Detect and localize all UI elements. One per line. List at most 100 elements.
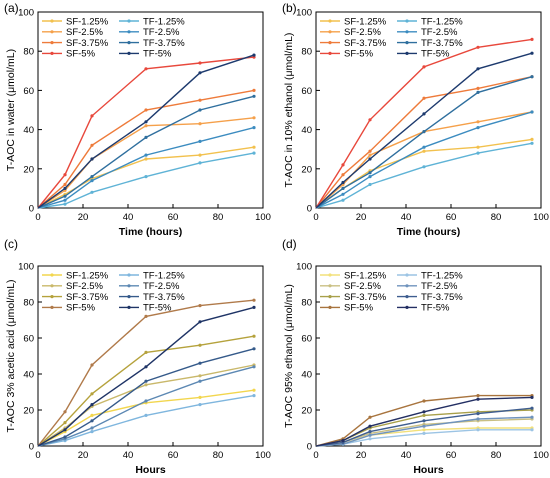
data-point [252,394,256,398]
data-point [144,67,148,71]
series-line [315,52,533,209]
series-line [315,111,533,209]
x-tick-label: 80 [491,212,502,223]
data-point [422,165,426,169]
data-point [422,130,426,134]
data-point [90,430,94,434]
data-point [368,118,372,122]
y-tick-label: 0 [29,442,34,453]
data-point [341,198,345,202]
legend-marker [50,51,54,56]
series-SF-2.5% [37,363,256,447]
data-point [90,114,94,118]
series-TF-2.5% [315,110,534,209]
data-point [422,96,426,100]
legend-label: SF-1.25% [66,270,109,281]
data-point [476,428,480,432]
data-point [368,430,372,434]
data-point [198,374,202,378]
legend-marker [127,295,131,299]
series-line [315,111,533,209]
data-point [476,86,480,90]
legend-marker [328,51,332,56]
series-line [37,348,255,447]
series-TF-5% [37,53,256,209]
legend-label: SF-2.5% [66,281,104,292]
legend-marker [405,51,409,56]
data-point [144,413,148,417]
legend-label: SF-5% [344,49,374,60]
y-tick-label: 100 [296,8,312,19]
data-point [368,433,372,437]
data-point [198,343,202,347]
data-point [63,173,67,177]
data-point [368,437,372,441]
data-point [476,145,480,149]
data-point [368,157,372,161]
data-point [198,379,202,383]
legend-label: SF-2.5% [344,281,382,292]
legend-marker [328,19,332,23]
panel-label: (c) [4,237,18,251]
y-tick-label: 100 [18,262,34,273]
legend-marker [405,19,409,23]
legend-marker [50,41,54,45]
data-point [63,182,67,187]
legend-label: TF-1.25% [421,270,463,281]
legend-label: TF-5% [421,303,450,314]
y-axis-title: T-AOC 3% acetic acid (μmol/mL) [5,279,17,432]
series-SF-5% [37,298,256,447]
data-point [144,153,148,157]
data-point [63,421,67,425]
data-point [144,350,148,354]
data-point [252,88,256,92]
data-point [341,173,345,177]
chart-panel-1: (a) 0 20 40 60 80 100 0 20 40 60 80 100 Time (hours) T… [4,1,271,238]
series-line [37,117,255,209]
data-point [90,426,94,430]
legend-marker [328,305,332,309]
legend-marker [405,273,409,277]
data-point [63,198,67,202]
series-line [37,54,255,209]
data-point [422,424,426,428]
data-point [341,180,345,185]
x-tick-label: 40 [401,212,412,223]
legend-label: SF-5% [66,303,96,314]
legend-label: TF-5% [143,49,172,60]
legend-marker [405,41,409,45]
y-axis-title: T-AOC in 10% ethanol (μmol/mL) [283,33,295,188]
y-tick-label: 40 [23,370,34,381]
data-point [144,175,148,179]
data-point [144,120,148,124]
series-TF-3.75% [37,347,256,447]
series-line [37,364,255,447]
data-point [198,304,202,308]
data-point [422,65,426,69]
data-point [368,149,372,153]
data-point [252,365,256,369]
y-tick-label: 60 [301,86,312,97]
x-tick-label: 60 [168,450,179,461]
data-point [90,403,94,407]
y-axis-title: T-AOC in water (μmol/mL) [5,49,17,171]
series-TF-2.5% [37,126,256,209]
legend-marker [50,30,54,34]
legend-label: SF-5% [344,303,374,314]
legend-marker [127,51,131,56]
series-line [37,389,255,447]
x-tick-label: 80 [491,450,502,461]
x-tick-label: 20 [356,212,367,223]
data-point [252,305,256,309]
series-TF-5% [37,305,256,447]
data-point [144,124,148,128]
legend-marker [405,305,409,309]
data-point [144,108,148,112]
legend-label: SF-2.5% [344,27,382,38]
series-line [37,366,255,447]
data-point [341,439,345,443]
data-point [368,175,372,179]
data-point [341,192,345,196]
legend-marker [127,41,131,45]
plot-frame [315,11,542,209]
